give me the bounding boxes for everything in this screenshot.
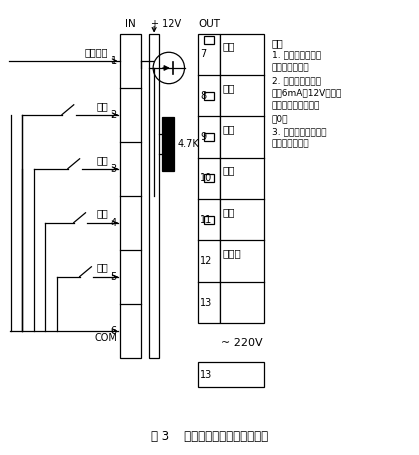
Text: 5: 5 xyxy=(111,272,117,282)
Text: 中门: 中门 xyxy=(223,166,235,176)
Text: 2: 2 xyxy=(111,110,117,120)
Text: ~ 220V: ~ 220V xyxy=(221,338,263,348)
Text: 图 3    称量控制器的输入输出信号: 图 3 称量控制器的输入输出信号 xyxy=(151,430,269,443)
Text: 3. 停止、称量信号输: 3. 停止、称量信号输 xyxy=(272,127,326,136)
Text: 冲式开关信号。: 冲式开关信号。 xyxy=(272,63,309,72)
Bar xyxy=(204,36,214,44)
Text: 4.7K: 4.7K xyxy=(178,139,199,149)
Bar xyxy=(204,216,214,224)
Text: 7: 7 xyxy=(200,49,207,59)
Bar xyxy=(198,34,220,323)
Text: 倒料: 倒料 xyxy=(223,41,235,51)
Text: 9: 9 xyxy=(200,132,206,142)
Text: 称量: 称量 xyxy=(96,209,108,219)
Bar xyxy=(149,34,159,358)
Text: 1: 1 xyxy=(111,56,117,66)
Bar xyxy=(120,34,141,358)
Text: 大门: 大门 xyxy=(223,207,235,217)
Bar xyxy=(162,117,174,171)
Text: 3: 3 xyxy=(111,164,117,174)
Bar xyxy=(204,133,214,141)
Text: COM: COM xyxy=(94,333,117,343)
Text: 6: 6 xyxy=(111,326,117,336)
Text: 流＜6mA＋12V，直到: 流＜6mA＋12V，直到 xyxy=(272,89,342,97)
Text: 8: 8 xyxy=(200,91,206,101)
Text: IN: IN xyxy=(125,19,136,29)
Text: 小门: 小门 xyxy=(223,124,235,134)
Text: 大粒: 大粒 xyxy=(96,263,108,273)
Text: + 12V: + 12V xyxy=(151,19,181,29)
Text: 12: 12 xyxy=(200,256,212,266)
Text: 称完信号: 称完信号 xyxy=(85,47,108,57)
Text: 13: 13 xyxy=(200,298,212,308)
Text: 倒料: 倒料 xyxy=(96,155,108,165)
Text: 2. 称完信号输出电: 2. 称完信号输出电 xyxy=(272,76,321,85)
Text: 10: 10 xyxy=(200,173,212,183)
Text: 下料: 下料 xyxy=(223,83,235,93)
Bar xyxy=(204,92,214,100)
Text: 注：: 注： xyxy=(272,39,284,49)
Bar xyxy=(220,34,264,323)
Text: OUT: OUT xyxy=(198,19,220,29)
Text: 入为自锁开关。: 入为自锁开关。 xyxy=(272,140,309,149)
Bar xyxy=(204,174,214,182)
Text: 电磁阀: 电磁阀 xyxy=(223,248,241,258)
Text: 11: 11 xyxy=(200,215,212,225)
Text: 1. 倒料输入为一脉: 1. 倒料输入为一脉 xyxy=(272,51,321,59)
Bar xyxy=(198,363,264,387)
Text: 4: 4 xyxy=(111,217,117,228)
Text: 下一次称量开始时返: 下一次称量开始时返 xyxy=(272,101,320,111)
Text: 13: 13 xyxy=(200,370,212,380)
Text: 停止: 停止 xyxy=(96,101,108,111)
Text: 为0。: 为0。 xyxy=(272,114,288,123)
